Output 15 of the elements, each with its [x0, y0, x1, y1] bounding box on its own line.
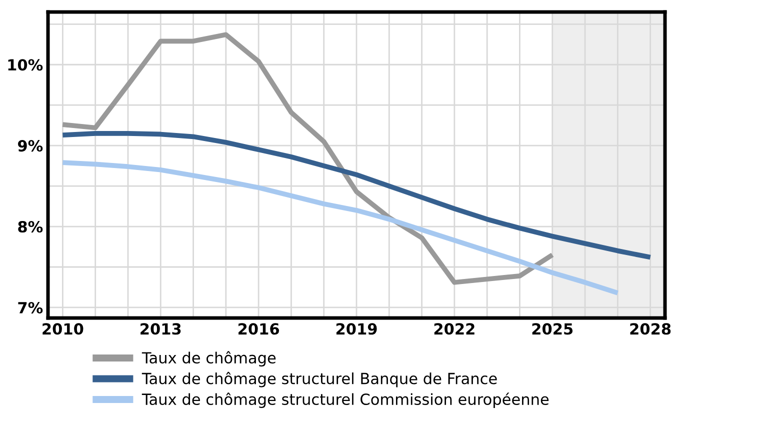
- y-tick-label: 9%: [18, 140, 43, 152]
- legend-label: Taux de chômage: [142, 351, 276, 367]
- y-tick-label: 8%: [18, 220, 43, 233]
- x-tick-label: 2013: [140, 323, 181, 335]
- legend-label: Taux de chômage structurel Banque de France: [142, 372, 497, 388]
- line-series: [60, 32, 555, 285]
- x-tick-label: 2016: [238, 323, 280, 335]
- x-tick-label: 2028: [630, 323, 671, 335]
- y-tick-label: 7%: [18, 302, 43, 314]
- x-tick-label: 2022: [434, 323, 474, 335]
- x-tick-label: 2019: [336, 323, 377, 335]
- legend-label: Taux de chômage structurel Commission européenne: [142, 392, 549, 408]
- x-tick-label: 2010: [42, 323, 84, 335]
- x-tick-label: 2025: [532, 323, 573, 335]
- y-tick-label: 10%: [8, 59, 43, 71]
